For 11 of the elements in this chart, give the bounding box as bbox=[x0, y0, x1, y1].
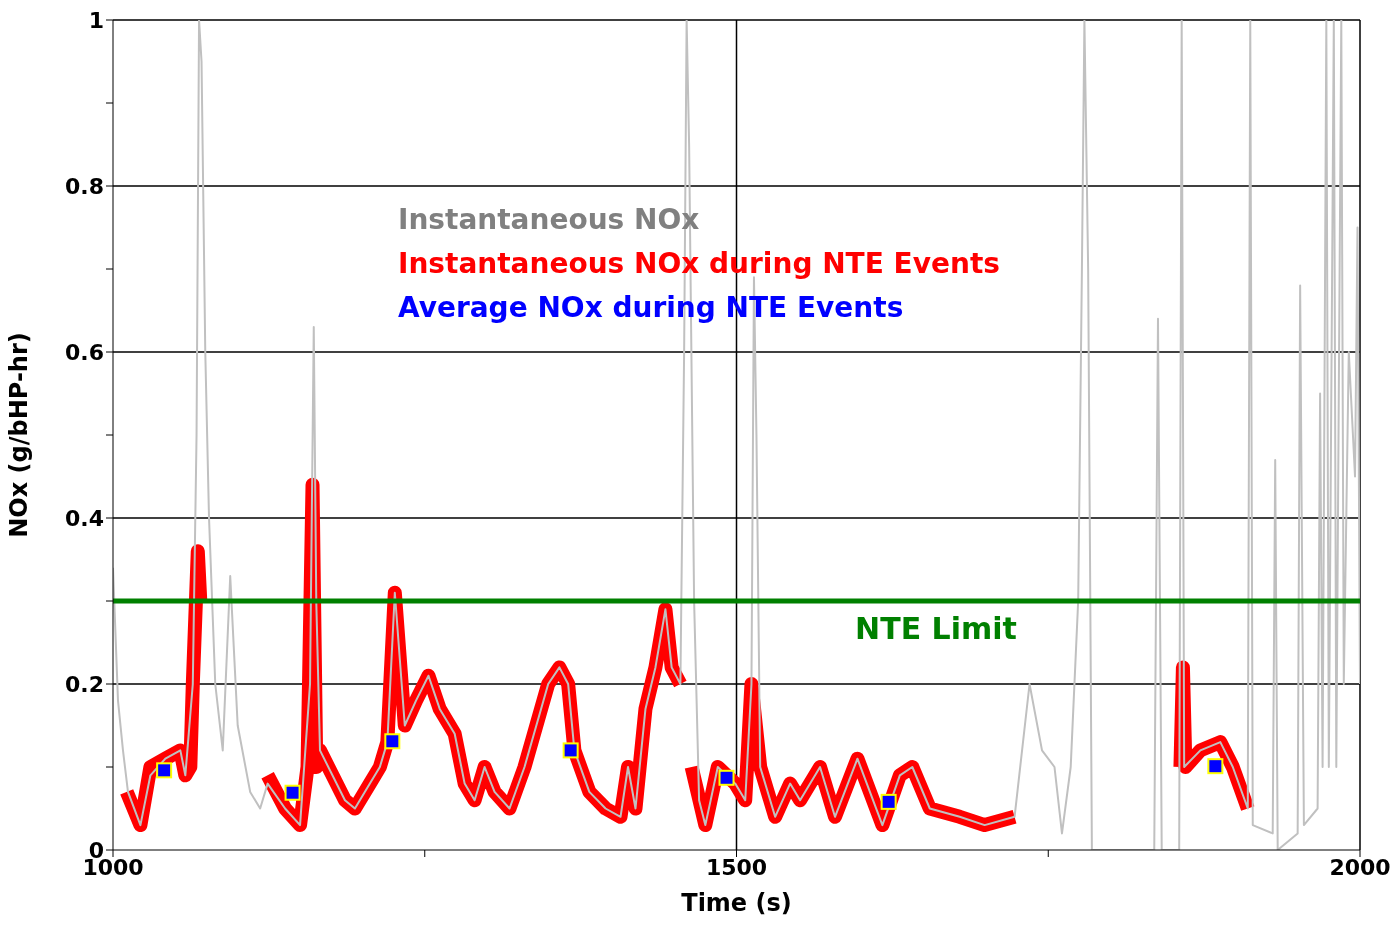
x-axis-title: Time (s) bbox=[681, 889, 792, 917]
y-tick-label: 0.6 bbox=[65, 339, 104, 365]
ref-line-label: NTE Limit bbox=[855, 611, 1017, 646]
y-axis-title: NOx (g/bHP-hr) bbox=[4, 332, 33, 538]
y-tick-label: 0.2 bbox=[65, 671, 104, 697]
y-tick-label: 1 bbox=[88, 7, 104, 33]
y-tick-label: 0.8 bbox=[65, 173, 104, 199]
series-label: Instantaneous NOx bbox=[398, 202, 701, 238]
y-tick-label: 0.4 bbox=[65, 505, 104, 531]
x-tick-label: 1500 bbox=[705, 854, 768, 880]
x-tick-label: 2000 bbox=[1329, 854, 1391, 880]
